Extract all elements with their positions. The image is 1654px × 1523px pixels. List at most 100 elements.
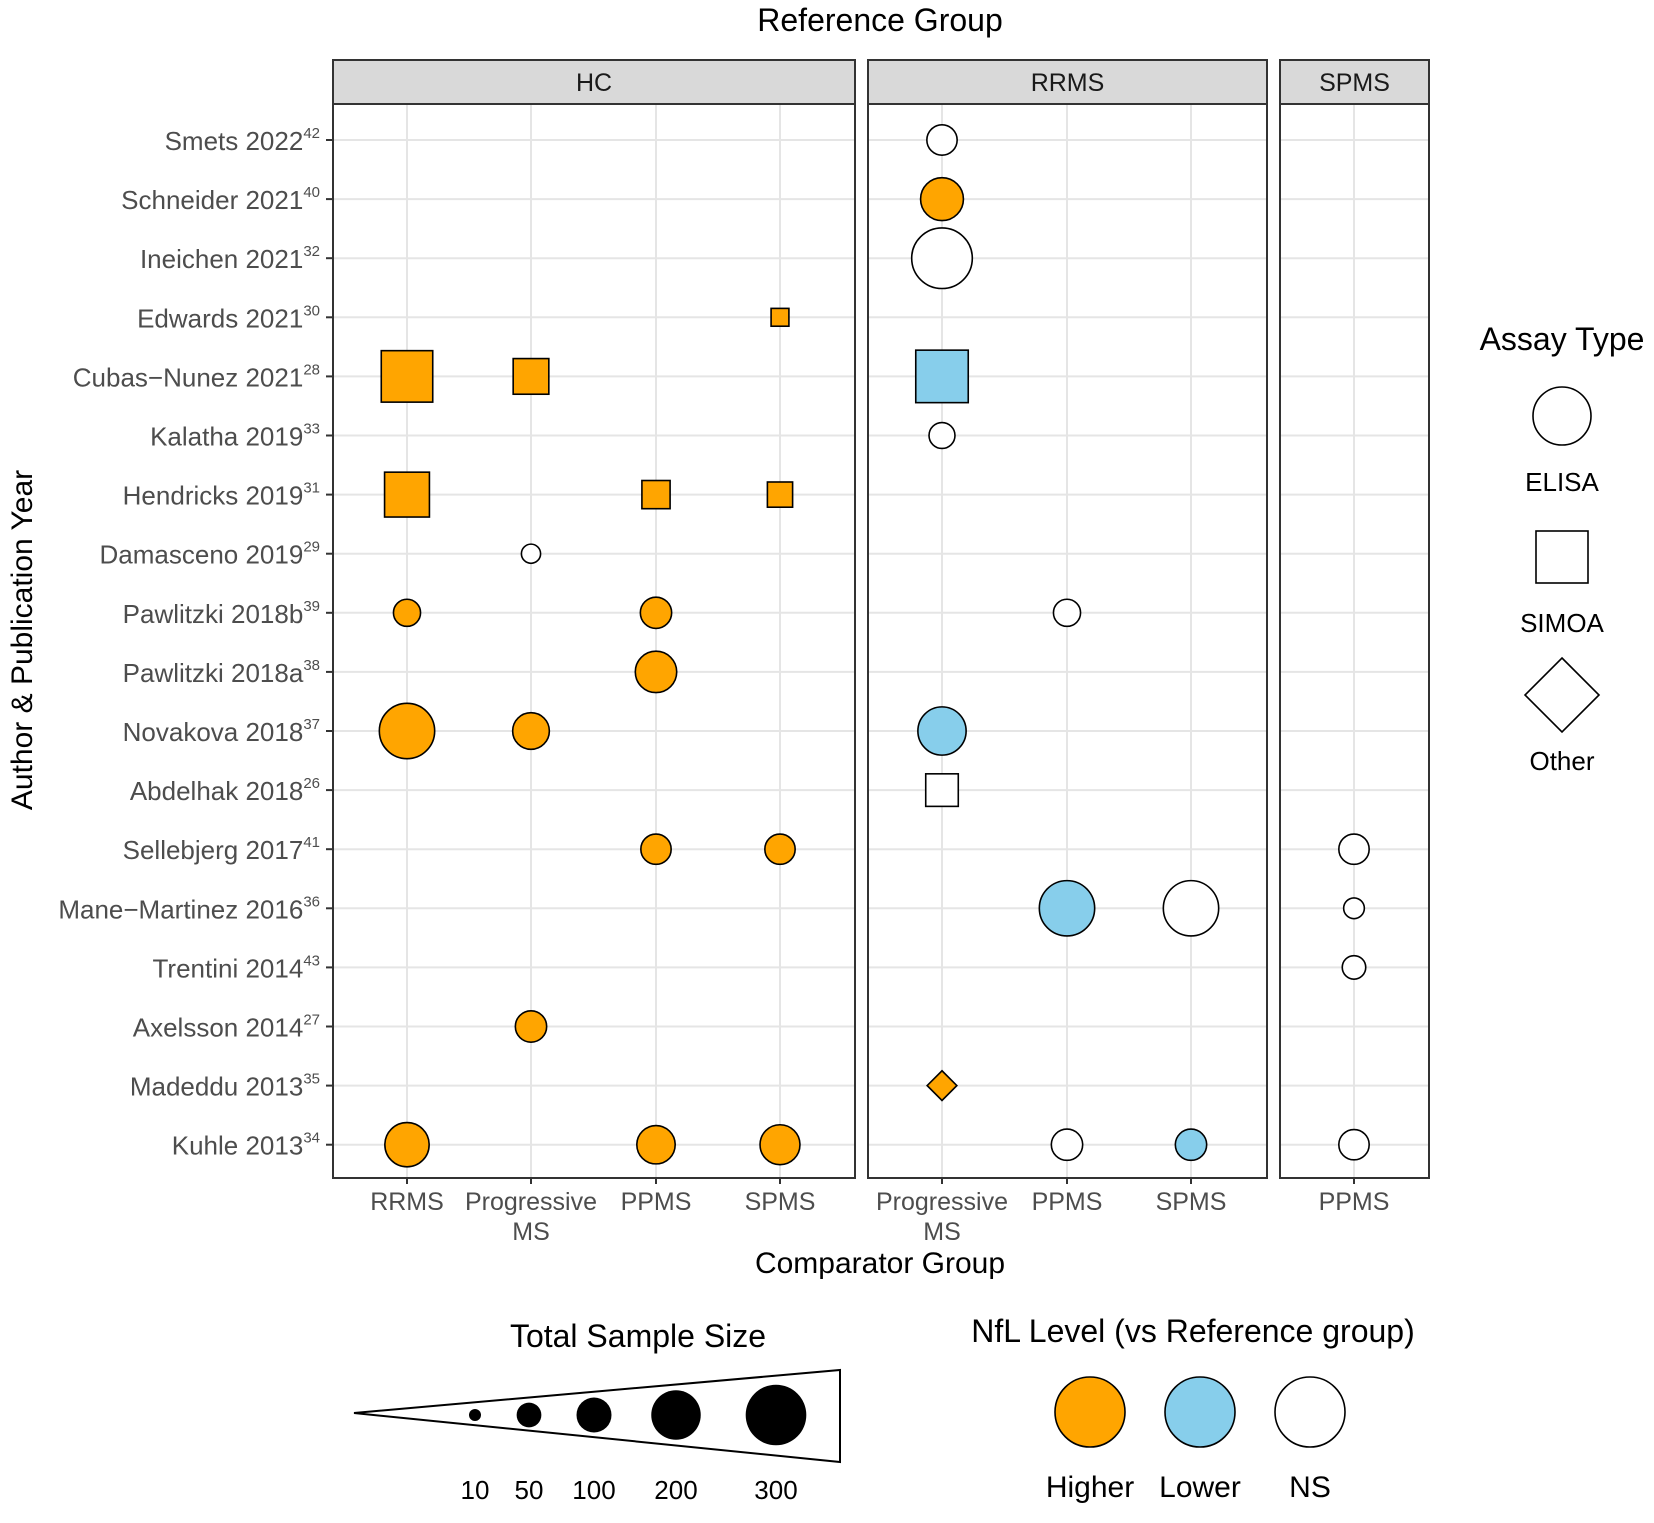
point-kuhle-2013-elisa (759, 1123, 801, 1166)
point-kuhle-2013-elisa (1050, 1128, 1084, 1162)
y-axis-label: Author & Publication Year (6, 470, 39, 810)
legend-elisa-icon (1532, 386, 1592, 446)
legend-size-circle-100 (576, 1397, 612, 1433)
points-layer (378, 124, 1370, 1168)
point-cubas-nunez-2021-simoa (512, 357, 550, 396)
point-axelsson-2014-elisa (514, 1010, 548, 1043)
legend-size-label-100: 100 (572, 1475, 615, 1505)
legend-other-icon (1523, 656, 1601, 734)
point-kalatha-2019-elisa (928, 421, 956, 450)
y-tick-label-hendricks-2019: Hendricks 201931 (123, 480, 320, 511)
point-hendricks-2019-simoa (641, 479, 671, 510)
point-novakova-2018-elisa (378, 702, 436, 760)
panel-hc: HC RRMS Progressive MS PPMS SPMS (332, 59, 856, 1246)
y-tick-label-mane-martinez-2016: Mane−Martinez 201636 (58, 893, 320, 924)
legend-size-circle-10 (469, 1409, 481, 1421)
x-tick-label: SPMS (1156, 1188, 1227, 1216)
x-tick-label: PPMS (1319, 1188, 1390, 1216)
panel-strip (332, 59, 856, 105)
point-mane-martinez-2016-elisa (1342, 897, 1366, 920)
y-tick-label-madeddu-2013: Madeddu 201335 (130, 1071, 320, 1102)
x-axis-label: Comparator Group (755, 1247, 1005, 1280)
legend-sample-size: Total Sample Size 10 50 100 200 300 (353, 1318, 841, 1505)
y-tick-label-kalatha-2019: Kalatha 201933 (150, 421, 320, 452)
y-tick-label-ineichen-2021: Ineichen 202132 (140, 243, 320, 274)
legend-nfl-swatch-lower (1164, 1376, 1236, 1448)
legend-size-label-50: 50 (515, 1475, 544, 1505)
point-sellebjerg-2017-elisa (764, 833, 796, 866)
legend-assay-label-simoa: SIMOA (1520, 608, 1604, 638)
panel-strip-label: RRMS (1031, 69, 1105, 97)
panels-layer: HC RRMS Progressive MS PPMS SPMS RRMS Progressi… (332, 59, 1430, 1246)
legend-nfl-title: NfL Level (vs Reference group) (971, 1313, 1414, 1349)
chart-title: Reference Group (757, 2, 1002, 38)
panel-strip-label: HC (576, 69, 612, 97)
point-ineichen-2021-elisa (910, 227, 974, 290)
y-tick-label-axelsson-2014: Axelsson 201427 (133, 1012, 320, 1043)
panel-background (333, 104, 855, 1178)
point-madeddu-2013-other (926, 1069, 958, 1102)
point-cubas-nunez-2021-simoa (380, 349, 434, 403)
point-novakova-2018-elisa (511, 711, 551, 751)
legend-size-label-10: 10 (461, 1475, 490, 1505)
point-pawlitzki-2018b-elisa (1052, 598, 1082, 628)
panel-border (332, 103, 856, 1179)
point-hendricks-2019-simoa (383, 471, 431, 518)
legend-assay-label-other: Other (1529, 746, 1594, 776)
legend-assay-label-elisa: ELISA (1525, 467, 1599, 497)
x-tick-label: RRMS (370, 1188, 444, 1216)
legend-size-label-300: 300 (754, 1475, 797, 1505)
point-sellebjerg-2017-elisa (1338, 833, 1370, 866)
point-kuhle-2013-elisa (384, 1121, 430, 1168)
legend-size-circle-50 (516, 1402, 542, 1428)
legend-nfl-label-ns: NS (1289, 1471, 1331, 1504)
y-tick-label-kuhle-2013: Kuhle 201334 (172, 1130, 320, 1161)
x-tick-label: PPMS (1032, 1188, 1103, 1216)
legend-nfl-label-higher: Higher (1046, 1471, 1134, 1504)
point-smets-2022-elisa (926, 124, 958, 156)
legend-size-label-200: 200 (654, 1475, 697, 1505)
point-abdelhak-2018-simoa (924, 773, 960, 808)
x-tick-label: Progressive MS (465, 1188, 597, 1246)
y-tick-label-smets-2022: Smets 202242 (165, 125, 320, 156)
y-tick-label-pawlitzki-2018b: Pawlitzki 2018b39 (123, 598, 320, 629)
point-edwards-2021-simoa (770, 307, 790, 328)
legend-assay-title: Assay Type (1480, 321, 1645, 357)
y-tick-label-cubas-nunez-2021: Cubas−Nunez 202128 (73, 361, 320, 392)
y-tick-label-schneider-2021: Schneider 202140 (121, 184, 320, 215)
y-tick-label-sellebjerg-2017: Sellebjerg 201741 (123, 834, 320, 865)
point-hendricks-2019-simoa (766, 481, 794, 509)
point-damasceno-2019-elisa (520, 543, 542, 565)
legend-nfl-swatch-higher (1054, 1376, 1126, 1448)
y-tick-label-damasceno-2019: Damasceno 201929 (100, 539, 321, 570)
legend-simoa-icon (1535, 530, 1589, 584)
panel-spms: SPMS PPMS (1279, 59, 1430, 1216)
y-tick-label-trentini-2014: Trentini 201443 (153, 952, 320, 983)
legend-assay-type: Assay Type ELISA SIMOA Other (1480, 321, 1645, 776)
x-tick-label: Progressive MS (876, 1188, 1008, 1246)
panel-strip-label: SPMS (1319, 69, 1390, 97)
legend-size-circle-300 (745, 1384, 807, 1446)
legend-nfl-swatch-ns (1274, 1376, 1346, 1448)
point-kuhle-2013-elisa (1338, 1128, 1370, 1161)
x-tick-label: PPMS (621, 1188, 692, 1216)
y-tick-label-pawlitzki-2018a: Pawlitzki 2018a38 (123, 657, 320, 688)
point-pawlitzki-2018a-elisa (634, 650, 678, 694)
legend-size-title: Total Sample Size (510, 1318, 766, 1354)
y-tick-label-novakova-2018: Novakova 201837 (123, 716, 320, 747)
point-cubas-nunez-2021-simoa (914, 349, 970, 404)
point-novakova-2018-elisa (917, 706, 967, 756)
legends-layer: Assay Type ELISA SIMOA Other Total Sample Si… (353, 321, 1645, 1505)
panel-strip (867, 59, 1268, 105)
point-pawlitzki-2018b-elisa (392, 598, 422, 628)
legend-nfl-level: NfL Level (vs Reference group) Higher Lowe… (971, 1313, 1414, 1504)
point-kuhle-2013-elisa (1174, 1128, 1208, 1162)
point-sellebjerg-2017-elisa (640, 833, 672, 866)
point-schneider-2021-elisa (919, 176, 965, 222)
point-kuhle-2013-elisa (636, 1124, 676, 1165)
point-mane-martinez-2016-elisa (1162, 879, 1220, 937)
point-pawlitzki-2018b-elisa (639, 596, 673, 630)
point-mane-martinez-2016-elisa (1038, 879, 1096, 937)
x-tick-label: SPMS (745, 1188, 816, 1216)
